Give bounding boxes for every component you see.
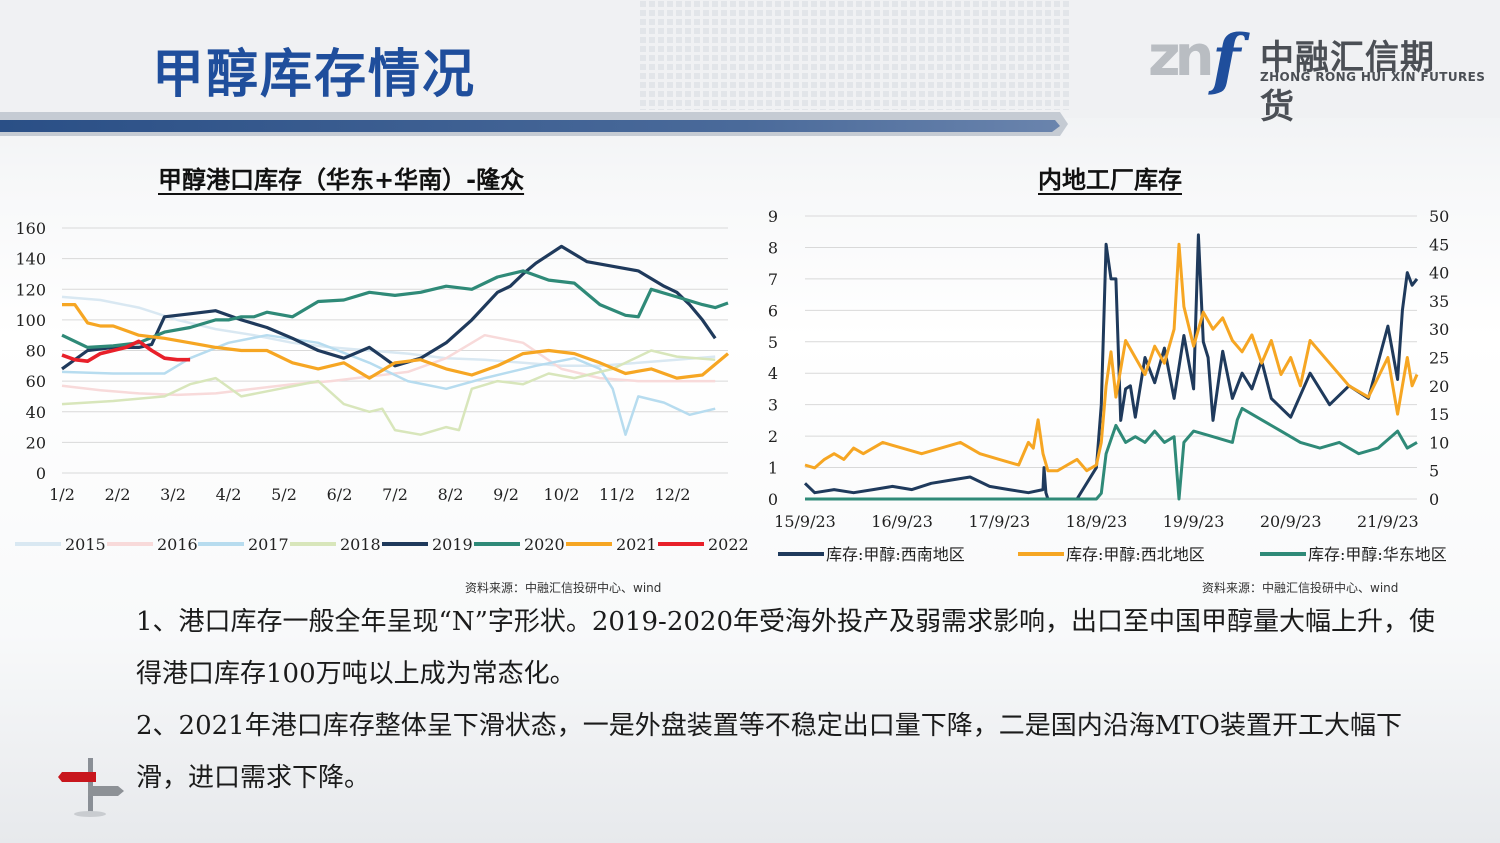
y-tick-label: 40 <box>26 403 46 422</box>
y-tick-label: 60 <box>26 372 46 391</box>
y-tick-label: 20 <box>26 433 46 452</box>
y-left-tick-label: 3 <box>768 396 778 415</box>
legend-label: 库存:甲醇:西南地区 <box>826 545 965 564</box>
legend-label: 2019 <box>432 535 473 554</box>
legend-label: 2021 <box>616 535 657 554</box>
x-tick-label: 9/2 <box>493 485 519 504</box>
legend-label: 2016 <box>157 535 198 554</box>
legend-label: 2017 <box>248 535 289 554</box>
series-line <box>804 242 1419 473</box>
header-band <box>0 0 1500 136</box>
y-left-tick-label: 2 <box>768 427 778 446</box>
port-chart-title: 甲醇港口库存（华东+华南）-隆众 <box>158 166 525 194</box>
y-tick-label: 100 <box>15 311 46 330</box>
y-right-tick-label: 5 <box>1429 462 1439 481</box>
y-left-tick-label: 7 <box>768 270 778 289</box>
y-left-tick-label: 0 <box>768 490 778 509</box>
y-left-tick-label: 4 <box>768 364 778 383</box>
y-tick-label: 160 <box>15 219 46 238</box>
y-left-tick-label: 6 <box>768 301 778 320</box>
x-tick-label: 4/2 <box>216 485 242 504</box>
y-left-tick-label: 9 <box>768 207 778 226</box>
x-tick-label: 1/2 <box>49 485 75 504</box>
logo-name-cn: 中融汇信期货 <box>1260 38 1435 127</box>
x-tick-label: 8/2 <box>438 485 464 504</box>
y-right-tick-label: 25 <box>1429 349 1449 368</box>
x-tick-label: 19/9/23 <box>1163 512 1225 531</box>
x-tick-label: 12/2 <box>655 485 691 504</box>
port-inventory-chart: 0 20 40 60 80 100 120 140 160 1/2 2/2 3/2 4/2 5/2 6/2 7… <box>15 219 749 554</box>
paragraph-1: 1、港口库存一般全年呈现“N”字形状。2019-2020年受海外投产及弱需求影响… <box>136 607 1435 689</box>
logo-mark: zn <box>1148 24 1215 89</box>
y-right-tick-label: 0 <box>1429 490 1439 509</box>
logo-name-en: ZHONG RONG HUI XIN FUTURES <box>1260 70 1486 84</box>
y-right-tick-label: 15 <box>1429 405 1449 424</box>
legend-label: 2015 <box>65 535 106 554</box>
series-line <box>803 233 1419 501</box>
factory-chart-title: 内地工厂库存 <box>1038 166 1182 194</box>
y-right-tick-label: 50 <box>1429 207 1449 226</box>
signpost-icon <box>58 758 124 817</box>
x-tick-label: 17/9/23 <box>968 512 1030 531</box>
x-tick-label: 6/2 <box>327 485 353 504</box>
slide-title: 甲醇库存情况 <box>152 45 477 105</box>
paragraph-2: 2、2021年港口库存整体呈下滑状态，一是外盘装置等不稳定出口量下降，二是国内沿… <box>136 711 1402 793</box>
x-tick-label: 3/2 <box>160 485 186 504</box>
port-chart-source: 资料来源：中融汇信投研中心、wind <box>465 581 662 595</box>
legend-label: 2020 <box>524 535 565 554</box>
y-right-tick-label: 30 <box>1429 320 1449 339</box>
x-tick-label: 2/2 <box>105 485 131 504</box>
x-tick-label: 10/2 <box>544 485 580 504</box>
factory-chart-source: 资料来源：中融汇信投研中心、wind <box>1202 581 1399 595</box>
series-line-2020 <box>61 269 729 349</box>
company-logo: zn f 中融汇信期货 ZHONG RONG HUI XIN FUTURES <box>1148 20 1485 127</box>
series-line-2021 <box>62 302 730 380</box>
y-tick-label: 140 <box>15 250 46 269</box>
series-line-2017 <box>61 333 716 436</box>
x-tick-label: 16/9/23 <box>871 512 933 531</box>
x-tick-label: 5/2 <box>271 485 297 504</box>
legend-label: 库存:甲醇:华东地区 <box>1308 545 1447 564</box>
y-left-tick-label: 8 <box>768 238 778 257</box>
y-tick-label: 80 <box>26 342 46 361</box>
y-right-tick-label: 40 <box>1429 264 1449 283</box>
y-right-tick-label: 35 <box>1429 292 1449 311</box>
y-tick-label: 0 <box>36 464 46 483</box>
x-tick-label: 7/2 <box>382 485 408 504</box>
logo-letter: f <box>1212 20 1241 98</box>
y-right-tick-label: 45 <box>1429 235 1449 254</box>
x-tick-label: 21/9/23 <box>1357 512 1419 531</box>
series-line <box>805 406 1418 501</box>
x-tick-label: 15/9/23 <box>774 512 836 531</box>
y-left-tick-label: 5 <box>768 333 778 352</box>
y-right-tick-label: 10 <box>1429 433 1449 452</box>
legend-label: 2022 <box>708 535 749 554</box>
legend-label: 库存:甲醇:西北地区 <box>1066 545 1205 564</box>
y-left-tick-label: 1 <box>768 459 778 478</box>
y-right-tick-label: 20 <box>1429 377 1449 396</box>
x-tick-label: 11/2 <box>599 485 635 504</box>
y-tick-label: 120 <box>15 280 46 299</box>
legend-label: 2018 <box>340 535 381 554</box>
series-line-2018 <box>61 349 716 436</box>
x-tick-label: 18/9/23 <box>1066 512 1128 531</box>
series-line-2022 <box>61 339 191 363</box>
x-tick-label: 20/9/23 <box>1260 512 1322 531</box>
